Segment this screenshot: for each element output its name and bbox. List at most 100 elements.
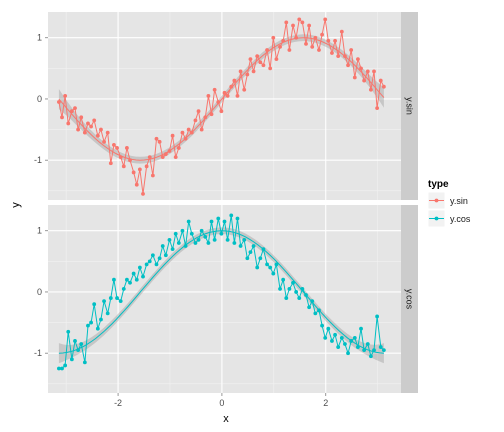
data-point xyxy=(284,296,289,300)
data-point xyxy=(183,136,188,141)
data-point xyxy=(258,256,263,261)
data-point xyxy=(336,54,341,58)
data-point xyxy=(330,51,334,55)
data-point xyxy=(242,87,247,92)
data-point xyxy=(196,109,201,114)
data-point xyxy=(66,121,71,126)
data-point xyxy=(359,326,363,331)
data-point xyxy=(76,127,81,132)
data-point xyxy=(125,146,129,150)
data-point xyxy=(378,345,383,349)
data-point xyxy=(326,326,331,331)
data-point xyxy=(235,93,240,98)
data-point xyxy=(261,247,266,251)
y-tick-label: 1 xyxy=(37,226,42,236)
x-tick-label: 0 xyxy=(219,398,224,408)
data-point xyxy=(313,311,318,316)
data-point xyxy=(320,323,324,328)
data-point xyxy=(170,133,175,138)
data-point xyxy=(287,286,292,291)
data-point xyxy=(189,130,194,135)
data-point xyxy=(281,38,286,43)
data-point xyxy=(147,259,152,264)
data-point xyxy=(102,299,106,304)
data-point xyxy=(265,48,269,52)
data-point xyxy=(238,244,243,248)
data-point xyxy=(92,118,97,123)
data-point xyxy=(307,23,312,28)
data-point xyxy=(245,256,250,261)
data-point xyxy=(291,23,295,28)
data-point xyxy=(167,149,172,153)
data-point xyxy=(320,32,324,37)
data-point xyxy=(333,332,337,337)
data-point xyxy=(372,69,376,74)
data-point xyxy=(381,84,386,89)
data-point xyxy=(163,152,168,156)
data-point xyxy=(147,155,152,160)
data-point xyxy=(232,241,237,245)
data-point xyxy=(92,302,97,307)
data-point xyxy=(229,84,234,89)
data-point xyxy=(368,87,373,92)
data-point xyxy=(229,213,234,218)
data-point xyxy=(196,238,201,242)
data-point xyxy=(251,69,256,74)
data-point xyxy=(193,241,198,245)
data-point xyxy=(330,339,334,343)
data-point xyxy=(209,219,214,224)
data-point xyxy=(375,106,380,111)
strip-label: y.sin xyxy=(405,97,415,115)
data-point xyxy=(368,354,373,359)
legend: type y.sin y.cos xyxy=(427,179,471,228)
data-point xyxy=(339,29,344,34)
data-point xyxy=(235,216,240,221)
data-point xyxy=(268,265,273,270)
data-point xyxy=(89,320,93,325)
data-point xyxy=(261,63,266,68)
data-point xyxy=(160,244,165,248)
data-point xyxy=(108,296,113,300)
panel-y-cos: y.cos -1 0 1 xyxy=(34,205,418,393)
data-point xyxy=(186,219,191,224)
data-point xyxy=(131,170,136,175)
data-point xyxy=(141,274,145,279)
data-point xyxy=(150,173,155,178)
data-point xyxy=(281,277,286,282)
data-point xyxy=(294,35,299,40)
data-point xyxy=(346,63,350,68)
data-point xyxy=(346,351,350,356)
data-point xyxy=(199,127,204,132)
data-point xyxy=(248,250,253,255)
data-point xyxy=(326,38,331,43)
data-point xyxy=(323,17,328,22)
data-point xyxy=(86,121,90,126)
data-point xyxy=(73,106,77,111)
data-point xyxy=(108,161,113,166)
data-point xyxy=(167,238,172,242)
data-point xyxy=(284,20,289,25)
data-point xyxy=(154,136,159,141)
data-point xyxy=(115,146,119,150)
data-point xyxy=(170,247,175,251)
y-tick-label: -1 xyxy=(34,155,42,165)
data-point xyxy=(183,244,188,248)
data-point xyxy=(219,231,224,236)
data-point xyxy=(118,155,123,160)
data-point xyxy=(206,241,211,245)
data-point xyxy=(193,118,198,123)
data-point xyxy=(245,72,250,77)
data-point xyxy=(128,280,132,285)
data-point xyxy=(203,115,208,120)
data-point xyxy=(115,296,119,300)
data-point xyxy=(352,335,357,340)
y-tick-label: 0 xyxy=(37,287,42,297)
legend-label: y.cos xyxy=(450,214,471,224)
data-point xyxy=(271,271,276,276)
strip-background xyxy=(401,205,418,393)
data-point xyxy=(118,299,123,304)
data-point xyxy=(352,75,357,80)
data-point xyxy=(206,93,211,98)
data-point xyxy=(216,100,221,104)
